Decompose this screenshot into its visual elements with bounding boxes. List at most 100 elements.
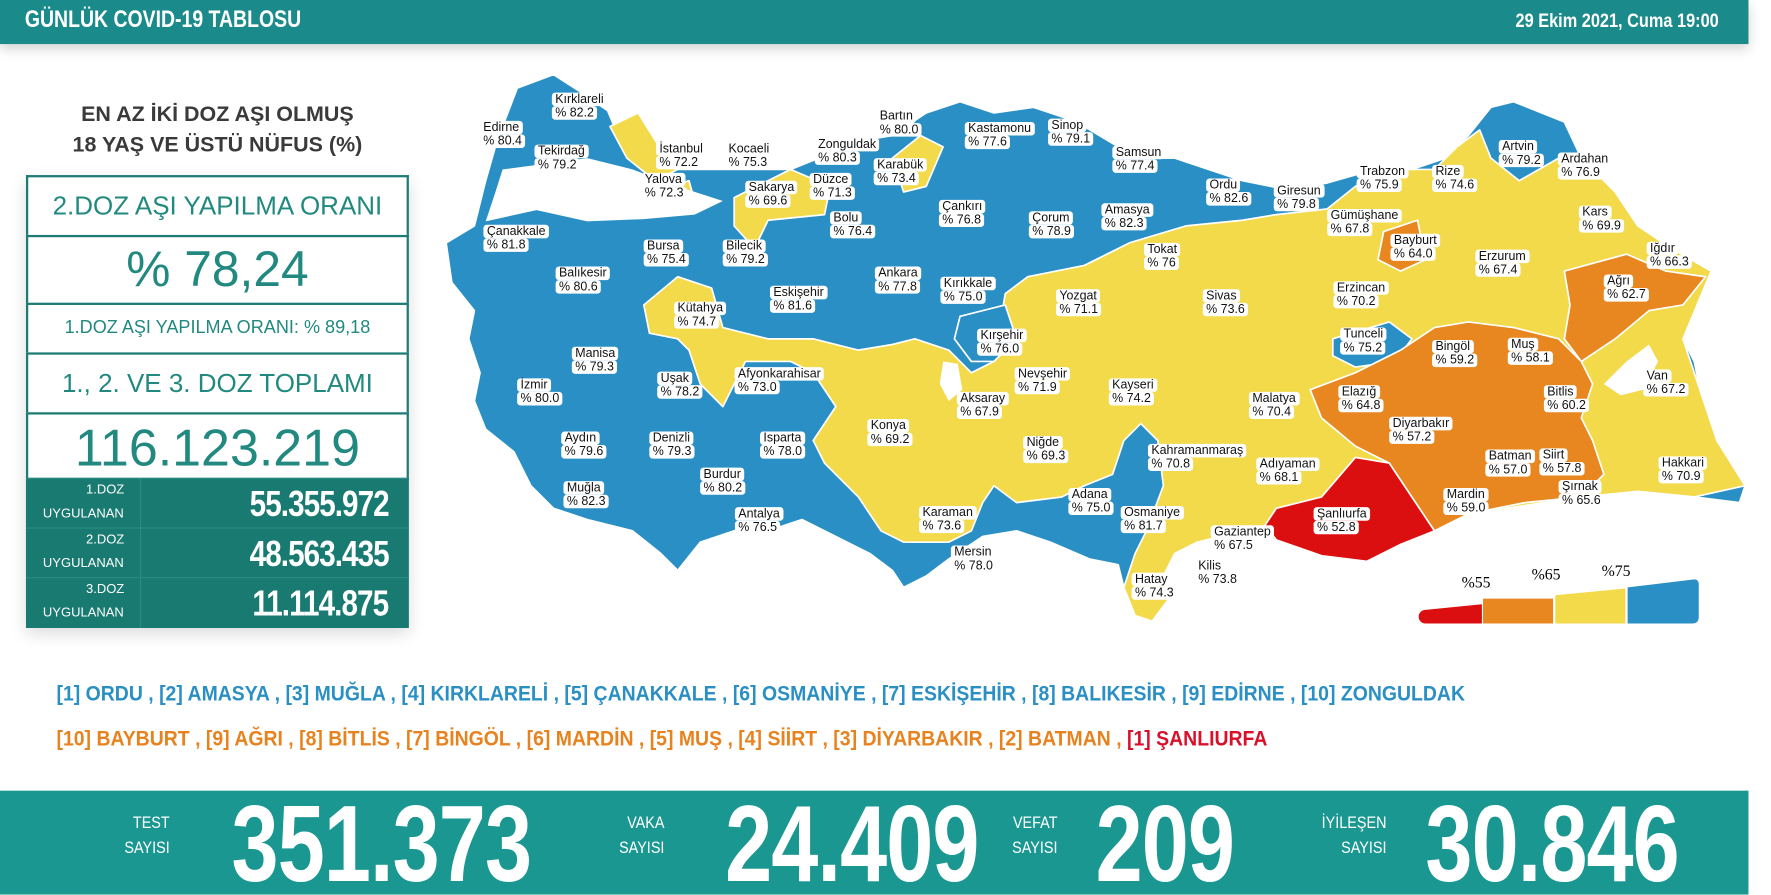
ranking-number: [10] bbox=[1300, 681, 1336, 705]
ranking-number: [10] bbox=[56, 726, 92, 750]
province-name: Ağrı bbox=[1603, 274, 1634, 289]
province-name: Diyarbakır bbox=[1389, 416, 1453, 431]
ranking-province: ÇANAKKALE bbox=[593, 681, 717, 705]
province-label: Ordu% 82.6 bbox=[1206, 178, 1252, 206]
province-rate: % 80.3 bbox=[814, 151, 861, 165]
province-name: Kocaeli bbox=[725, 142, 773, 156]
province-label: Kocaeli% 75.3 bbox=[725, 142, 773, 170]
province-rate: % 52.8 bbox=[1313, 520, 1360, 535]
province-label: Elazığ% 64.8 bbox=[1338, 385, 1384, 413]
province-rate: % 76.4 bbox=[830, 224, 876, 239]
province-label: Burdur% 80.2 bbox=[700, 467, 746, 495]
ranking-province: ORDU bbox=[85, 681, 143, 705]
province-rate: % 79.8 bbox=[1273, 197, 1320, 212]
province-label: Tekirdağ% 79.2 bbox=[534, 144, 589, 172]
province-name: Gümüşhane bbox=[1327, 208, 1402, 223]
province-label: Diyarbakır% 57.2 bbox=[1389, 416, 1453, 444]
province-label: Çorum% 78.9 bbox=[1028, 211, 1075, 239]
legend-blue bbox=[1627, 579, 1699, 624]
province-name: Kırıkkale bbox=[940, 276, 996, 291]
province-label: Afyonkarahisar% 73.0 bbox=[734, 367, 825, 395]
ranking-separator: , bbox=[1284, 681, 1301, 705]
province-name: Manisa bbox=[571, 346, 619, 361]
province-name: Tekirdağ bbox=[534, 144, 589, 159]
province-rate: % 79.3 bbox=[571, 360, 618, 374]
province-label: Sinop% 79.1 bbox=[1048, 118, 1094, 146]
province-name: Niğde bbox=[1023, 435, 1063, 450]
province-label: Gaziantep% 67.5 bbox=[1210, 525, 1275, 553]
province-name: Çanakkale bbox=[483, 224, 549, 239]
daily-stats-bar: TEST SAYISI 351.373 VAKA SAYISI 24.409 VEF… bbox=[0, 790, 1749, 895]
ranking-separator: , bbox=[865, 681, 882, 705]
ranking-item: [10] ZONGULDAK bbox=[1301, 681, 1465, 705]
province-name: Burdur bbox=[700, 467, 745, 482]
province-name: Bursa bbox=[643, 239, 683, 254]
ranking-province: MUŞ bbox=[678, 726, 723, 750]
province-rate: % 73.6 bbox=[1202, 302, 1249, 317]
province-rate: % 69.3 bbox=[1023, 449, 1069, 464]
province-label: Kilis% 73.8 bbox=[1194, 559, 1241, 587]
province-rate: % 82.3 bbox=[563, 494, 609, 509]
province-label: Artvin% 79.2 bbox=[1498, 140, 1545, 168]
province-label: Çanakkale% 81.8 bbox=[483, 224, 549, 252]
province-rate: % 80.6 bbox=[555, 280, 602, 294]
ranking-number: [8] bbox=[1031, 681, 1056, 705]
ranking-separator: , bbox=[722, 726, 739, 750]
dose2-applied-row: 2.DOZ UYGULANAN 48.563.435 bbox=[25, 527, 409, 579]
province-label: Bolu% 76.4 bbox=[830, 211, 876, 239]
province-rate: % 68.1 bbox=[1256, 471, 1302, 485]
ranking-number: [3] bbox=[833, 726, 858, 750]
province-rate: % 72.2 bbox=[655, 155, 702, 170]
ranking-separator: , bbox=[385, 681, 402, 705]
province-rate: % 60.2 bbox=[1543, 398, 1590, 413]
province-label: Aksaray% 67.9 bbox=[956, 391, 1009, 420]
province-rate: % 73.8 bbox=[1194, 572, 1241, 587]
province-rate: % 71.3 bbox=[809, 186, 856, 200]
province-rate: % 81.7 bbox=[1120, 519, 1167, 534]
province-label: Isparta% 78.0 bbox=[760, 431, 806, 459]
ranking-separator: , bbox=[1015, 681, 1032, 705]
legend-label-65: %65 bbox=[1532, 566, 1561, 583]
province-label: Şanlıurfa% 52.8 bbox=[1313, 507, 1371, 535]
province-rate: % 81.6 bbox=[769, 299, 816, 313]
province-label: Batman% 57.0 bbox=[1485, 449, 1535, 477]
title-line-2: 18 YAŞ VE ÜSTÜ NÜFUS (%) bbox=[72, 133, 363, 158]
title-line-1: EN AZ İKİ DOZ AŞI OLMUŞ bbox=[81, 102, 354, 127]
province-label: Bingöl% 59.2 bbox=[1432, 339, 1478, 368]
ranking-number: [5] bbox=[564, 681, 589, 705]
ranking-number: [2] bbox=[159, 681, 183, 705]
province-name: Osmaniye bbox=[1120, 506, 1184, 520]
province-rate: % 75.4 bbox=[643, 253, 690, 267]
province-label: Iğdır% 66.3 bbox=[1646, 241, 1693, 269]
province-name: Amasya bbox=[1101, 203, 1154, 217]
province-rate: % 76.0 bbox=[977, 342, 1023, 356]
province-name: Kayseri bbox=[1108, 378, 1157, 392]
province-rate: % 59.0 bbox=[1443, 501, 1489, 516]
province-name: Sivas bbox=[1202, 289, 1240, 303]
ranking-province: BAYBURT bbox=[96, 726, 190, 750]
province-label: Trabzon% 75.9 bbox=[1356, 164, 1409, 193]
province-name: Bitlis bbox=[1543, 385, 1577, 399]
ranking-item: [1] ŞANLIURFA bbox=[1127, 726, 1267, 750]
header-bar: GÜNLÜK COVID-19 TABLOSU 29 Ekim 2021, Cu… bbox=[0, 0, 1749, 45]
province-label: Çankırı% 76.8 bbox=[938, 199, 986, 228]
ranking-item: [6] OSMANİYE bbox=[733, 681, 866, 705]
province-label: Osmaniye% 81.7 bbox=[1120, 506, 1184, 534]
province-rate: % 77.4 bbox=[1112, 159, 1158, 173]
province-label: Manisa% 79.3 bbox=[571, 346, 619, 374]
province-name: Sinop bbox=[1048, 118, 1087, 133]
province-name: Malatya bbox=[1248, 391, 1300, 406]
province-rate: % 78.2 bbox=[657, 385, 703, 399]
province-rate: % 79.2 bbox=[722, 253, 769, 267]
ranking-number: [5] bbox=[649, 726, 674, 750]
ranking-item: [5] ÇANAKKALE bbox=[564, 681, 716, 705]
province-rate: % 76.8 bbox=[938, 213, 985, 228]
province-rate: % 74.2 bbox=[1108, 391, 1155, 406]
ranking-province: ŞANLIURFA bbox=[1156, 726, 1268, 750]
province-name: Aydın bbox=[561, 431, 600, 446]
legend-orange bbox=[1483, 598, 1554, 624]
province-label: Kahramanmaraş% 70.8 bbox=[1147, 443, 1247, 472]
province-label: Edirne% 80.4 bbox=[479, 120, 526, 148]
province-name: Antalya bbox=[734, 507, 784, 521]
